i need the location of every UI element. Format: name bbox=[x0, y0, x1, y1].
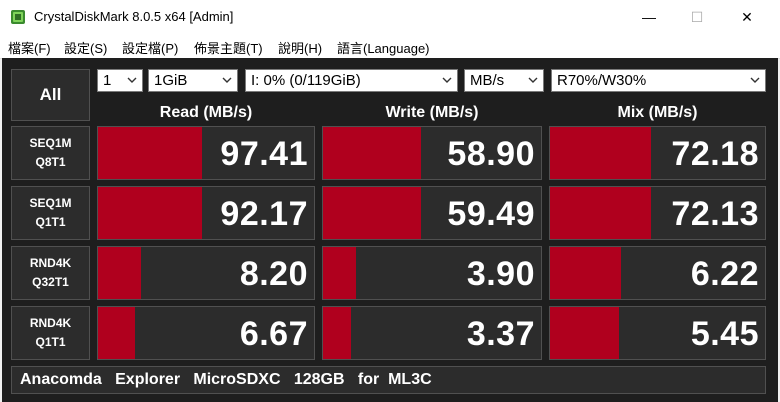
row-label-line1: RND4K bbox=[29, 316, 72, 330]
comment-field[interactable]: Anacomda Explorer MicroSDXC 128GB for ML… bbox=[11, 366, 766, 394]
result-cell: 97.41 bbox=[97, 126, 315, 180]
result-bar bbox=[550, 247, 621, 299]
menu-language[interactable]: 語言(Language) bbox=[337, 41, 430, 56]
result-bar bbox=[98, 307, 135, 359]
result-cell: 3.37 bbox=[322, 306, 542, 360]
mix-value: 6.22 bbox=[690, 255, 759, 293]
row-label-line2: Q8T1 bbox=[35, 155, 66, 169]
test-size-select[interactable]: 1GiB bbox=[148, 69, 238, 92]
result-cell: 6.67 bbox=[97, 306, 315, 360]
read-value: 6.67 bbox=[239, 315, 308, 353]
result-bar bbox=[323, 127, 422, 179]
test-count-select[interactable]: 1 bbox=[97, 69, 143, 92]
close-button[interactable]: ✕ bbox=[741, 9, 753, 25]
result-bar bbox=[98, 247, 142, 299]
result-bar bbox=[98, 127, 202, 179]
menu-file[interactable]: 檔案(F) bbox=[8, 41, 51, 56]
result-cell: 5.45 bbox=[549, 306, 766, 360]
menu-profile[interactable]: 設定檔(P) bbox=[122, 41, 179, 56]
row-label-line2: Q1T1 bbox=[35, 335, 66, 349]
result-cell: 6.22 bbox=[549, 246, 766, 300]
rnd4k-q1t1-button[interactable]: RND4K Q1T1 bbox=[11, 306, 90, 360]
result-cell: 3.90 bbox=[322, 246, 542, 300]
result-cell: 72.13 bbox=[549, 186, 766, 240]
mix-value: 72.13 bbox=[671, 195, 759, 233]
seq1m-q8t1-button[interactable]: SEQ1M Q8T1 bbox=[11, 126, 90, 180]
menu-theme[interactable]: 佈景主題(T) bbox=[194, 41, 263, 56]
row-label-line1: SEQ1M bbox=[29, 136, 72, 150]
result-bar bbox=[550, 127, 652, 179]
write-value: 3.90 bbox=[466, 255, 535, 293]
all-button[interactable]: All bbox=[11, 69, 90, 121]
write-value: 3.37 bbox=[466, 315, 535, 353]
drive-value: I: 0% (0/119GiB) bbox=[251, 72, 361, 89]
read-value: 8.20 bbox=[239, 255, 308, 293]
result-bar bbox=[323, 247, 356, 299]
window-title: CrystalDiskMark 8.0.5 x64 [Admin] bbox=[34, 9, 234, 24]
write-column-header: Write (MB/s) bbox=[385, 104, 479, 121]
row-label-line1: SEQ1M bbox=[29, 196, 72, 210]
rnd4k-q32t1-button[interactable]: RND4K Q32T1 bbox=[11, 246, 90, 300]
result-bar bbox=[550, 187, 652, 239]
row-label-line2: Q32T1 bbox=[32, 275, 69, 289]
mix-ratio-value: R70%/W30% bbox=[557, 72, 647, 89]
menu-bar: 檔案(F) 設定(S) 設定檔(P) 佈景主題(T) 說明(H) 語言(Lang… bbox=[0, 34, 780, 59]
result-cell: 59.49 bbox=[322, 186, 542, 240]
title-bar: CrystalDiskMark 8.0.5 x64 [Admin] — ☐ ✕ bbox=[0, 0, 780, 34]
result-bar bbox=[323, 307, 352, 359]
row-label-line2: Q1T1 bbox=[35, 215, 66, 229]
result-cell: 92.17 bbox=[97, 186, 315, 240]
test-size-value: 1GiB bbox=[154, 72, 188, 89]
chevron-down-icon bbox=[127, 77, 137, 83]
read-value: 97.41 bbox=[220, 135, 308, 173]
menu-help[interactable]: 說明(H) bbox=[278, 41, 323, 56]
mix-ratio-select[interactable]: R70%/W30% bbox=[551, 69, 766, 92]
row-label-line1: RND4K bbox=[29, 256, 72, 270]
app-icon bbox=[11, 10, 25, 24]
result-cell: 72.18 bbox=[549, 126, 766, 180]
result-bar bbox=[323, 187, 422, 239]
unit-select[interactable]: MB/s bbox=[464, 69, 544, 92]
read-column-header: Read (MB/s) bbox=[159, 104, 253, 121]
minimize-button[interactable]: — bbox=[642, 9, 656, 25]
mix-value: 5.45 bbox=[690, 315, 759, 353]
write-value: 58.90 bbox=[447, 135, 535, 173]
result-cell: 58.90 bbox=[322, 126, 542, 180]
read-value: 92.17 bbox=[220, 195, 308, 233]
mix-column-header: Mix (MB/s) bbox=[617, 104, 698, 121]
unit-value: MB/s bbox=[470, 72, 505, 89]
chevron-down-icon bbox=[222, 77, 232, 83]
result-bar bbox=[98, 187, 202, 239]
result-bar bbox=[550, 307, 619, 359]
mix-value: 72.18 bbox=[671, 135, 759, 173]
write-value: 59.49 bbox=[447, 195, 535, 233]
chevron-down-icon bbox=[528, 77, 538, 83]
menu-settings[interactable]: 設定(S) bbox=[64, 41, 108, 56]
chevron-down-icon bbox=[750, 77, 760, 83]
chevron-down-icon bbox=[442, 77, 452, 83]
drive-select[interactable]: I: 0% (0/119GiB) bbox=[245, 69, 458, 92]
maximize-button[interactable]: ☐ bbox=[690, 9, 704, 25]
test-count-value: 1 bbox=[103, 72, 112, 89]
seq1m-q1t1-button[interactable]: SEQ1M Q1T1 bbox=[11, 186, 90, 240]
result-cell: 8.20 bbox=[97, 246, 315, 300]
